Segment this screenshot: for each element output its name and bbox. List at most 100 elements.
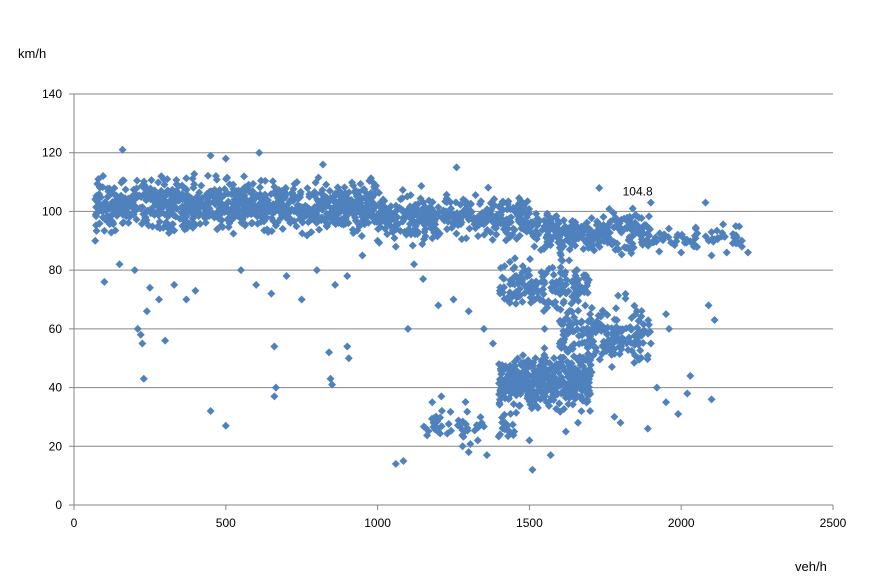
data-point xyxy=(518,268,527,277)
data-point xyxy=(249,179,258,188)
data-point xyxy=(267,289,276,298)
data-point xyxy=(523,383,532,392)
data-point xyxy=(155,217,164,226)
data-point xyxy=(225,219,234,228)
data-point xyxy=(549,382,558,391)
data-point xyxy=(624,346,633,355)
data-point xyxy=(417,181,426,190)
data-point xyxy=(479,422,488,431)
data-point xyxy=(560,223,569,232)
data-point xyxy=(414,212,423,221)
data-point xyxy=(92,208,101,217)
data-point xyxy=(570,327,579,336)
data-point xyxy=(512,293,521,302)
data-point xyxy=(530,395,539,404)
data-point xyxy=(604,220,613,229)
data-point xyxy=(269,216,278,225)
data-point xyxy=(356,179,365,188)
data-point xyxy=(610,349,619,358)
data-point xyxy=(492,230,501,239)
data-point xyxy=(342,207,351,216)
data-point xyxy=(515,194,524,203)
data-point xyxy=(160,180,169,189)
data-point xyxy=(130,266,139,275)
data-point xyxy=(99,213,108,222)
data-point xyxy=(732,233,741,242)
data-point xyxy=(677,248,686,257)
data-point xyxy=(515,284,524,293)
data-point xyxy=(323,193,332,202)
data-point xyxy=(269,188,278,197)
data-point xyxy=(142,184,151,193)
data-point xyxy=(607,240,616,249)
data-point xyxy=(276,214,285,223)
data-point xyxy=(301,201,310,210)
data-point xyxy=(588,236,597,245)
data-point xyxy=(181,184,190,193)
data-point xyxy=(296,187,305,196)
data-point xyxy=(701,198,710,207)
data-point xyxy=(533,403,542,412)
data-point xyxy=(221,154,230,163)
data-point xyxy=(559,269,568,278)
data-point xyxy=(524,356,533,365)
data-point xyxy=(613,239,622,248)
data-point xyxy=(655,247,664,256)
data-point xyxy=(434,301,443,310)
data-point xyxy=(290,206,299,215)
data-point xyxy=(646,198,655,207)
data-point xyxy=(520,204,529,213)
data-point xyxy=(556,263,565,272)
data-point xyxy=(459,432,468,441)
data-point xyxy=(536,295,545,304)
data-point xyxy=(562,313,571,322)
data-point xyxy=(340,199,349,208)
data-point xyxy=(583,343,592,352)
data-point xyxy=(465,224,474,233)
data-point xyxy=(581,301,590,310)
data-point xyxy=(603,310,612,319)
data-point xyxy=(476,197,485,206)
data-point xyxy=(236,266,245,275)
data-point xyxy=(124,218,133,227)
data-point xyxy=(238,207,247,216)
data-point xyxy=(570,295,579,304)
data-point xyxy=(526,218,535,227)
data-point xyxy=(270,392,279,401)
data-point xyxy=(147,176,156,185)
data-point xyxy=(182,174,191,183)
data-point xyxy=(462,234,471,243)
data-point xyxy=(391,242,400,251)
data-point xyxy=(473,436,482,445)
data-point xyxy=(501,418,510,427)
data-point xyxy=(575,339,584,348)
data-point xyxy=(508,230,517,239)
data-point xyxy=(156,195,165,204)
data-point xyxy=(219,201,228,210)
data-point xyxy=(574,275,583,284)
data-point xyxy=(652,383,661,392)
data-point xyxy=(595,355,604,364)
data-point xyxy=(509,400,518,409)
y-tick-label: 20 xyxy=(49,439,63,453)
data-point xyxy=(391,201,400,210)
data-point xyxy=(430,228,439,237)
data-point xyxy=(429,414,438,423)
data-point xyxy=(610,345,619,354)
data-point xyxy=(512,408,521,417)
data-point xyxy=(552,228,561,237)
data-point xyxy=(100,277,109,286)
data-point xyxy=(479,324,488,333)
data-point xyxy=(248,197,257,206)
data-point xyxy=(718,229,727,238)
data-point xyxy=(398,194,407,203)
data-point xyxy=(607,362,616,371)
data-point xyxy=(514,206,523,215)
data-point xyxy=(559,353,568,362)
data-point xyxy=(292,178,301,187)
data-point xyxy=(165,207,174,216)
data-point xyxy=(595,242,604,251)
data-point xyxy=(376,208,385,217)
data-point xyxy=(624,221,633,230)
data-point xyxy=(500,388,509,397)
